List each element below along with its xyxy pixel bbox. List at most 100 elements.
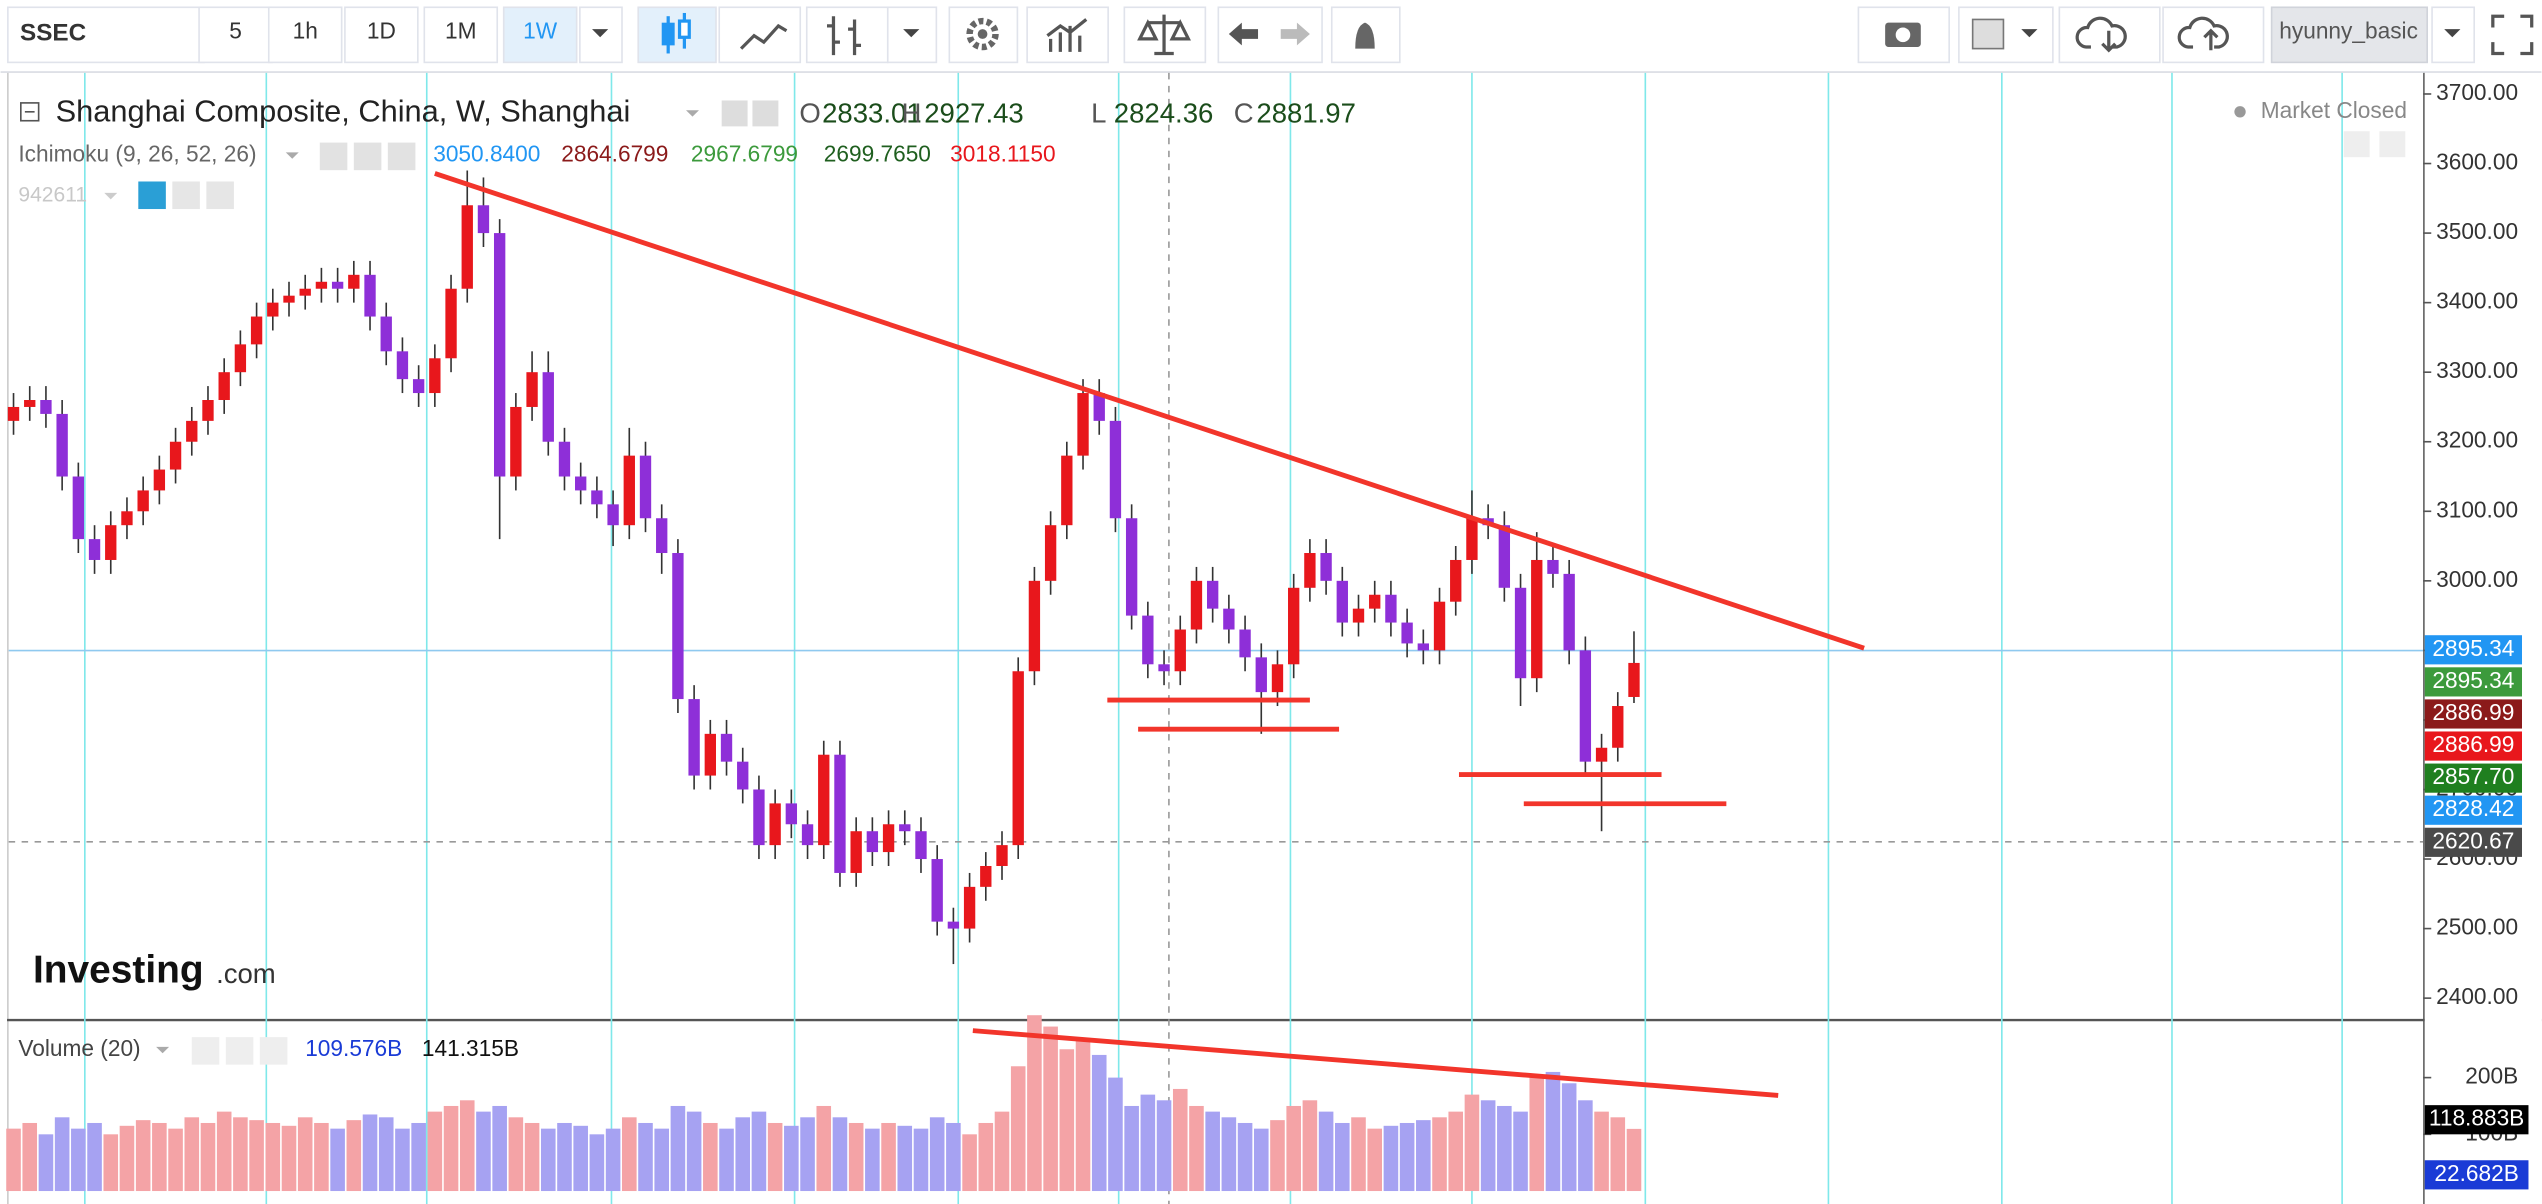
volume-bar (686, 1111, 702, 1192)
price-tag-text: 2828.42 (2432, 795, 2514, 821)
candle-body (785, 803, 798, 825)
volume-bar (1497, 1105, 1512, 1192)
volume-bar (929, 1117, 945, 1192)
volume-bar (22, 1122, 38, 1192)
volume-bar (119, 1125, 135, 1192)
eye-button[interactable] (721, 100, 748, 127)
price-tick-label: 3100.00 (2436, 496, 2518, 522)
interval-button[interactable] (198, 6, 273, 64)
interval-button[interactable] (502, 6, 578, 64)
volume-bar (524, 1122, 540, 1192)
interval-button[interactable] (344, 6, 419, 64)
candle-body (7, 406, 20, 421)
volume-bar (1351, 1117, 1366, 1192)
candle-body (40, 400, 52, 414)
collapse-icon[interactable] (20, 102, 40, 122)
candles-button[interactable] (637, 6, 717, 64)
symbol[interactable]: SSEC (20, 19, 86, 46)
volume-bar (200, 1122, 216, 1192)
settings-button[interactable] (752, 100, 779, 127)
candle-body (412, 379, 425, 394)
candle-body (575, 476, 587, 491)
price-tick-label: 3000.00 (2436, 566, 2518, 592)
eye-button[interactable] (191, 1037, 220, 1065)
scroll-button[interactable] (2379, 131, 2406, 158)
ohlc-value: 2824.36 (1114, 97, 1214, 128)
price-tag (2424, 763, 2522, 793)
volume-tag-text: 118.883B (2429, 1105, 2524, 1131)
price-tag-text: 2857.70 (2432, 763, 2514, 789)
candle-body (267, 302, 279, 317)
candle-body (1320, 553, 1332, 581)
volume-bar (1124, 1105, 1139, 1192)
volume-bar (411, 1122, 426, 1192)
candle-body (1433, 601, 1446, 651)
interval-label[interactable]: 1D (367, 17, 396, 43)
volume-bar (265, 1122, 281, 1192)
interval-label[interactable]: 1W (523, 17, 558, 43)
interval-label[interactable]: 5 (229, 17, 242, 43)
volume-bar (751, 1111, 767, 1192)
remove-button[interactable] (259, 1037, 288, 1065)
volume-bar (1513, 1111, 1528, 1192)
dropdown-arrow (104, 192, 118, 200)
price-tick-label: 3200.00 (2436, 427, 2518, 453)
candle-body (1093, 393, 1105, 421)
volume-bar (1383, 1125, 1399, 1192)
symbol-box[interactable] (7, 6, 205, 64)
candle-body (1336, 580, 1348, 623)
candle-body (737, 761, 749, 790)
candle-body (1271, 664, 1284, 693)
cloud-down-icon (2075, 16, 2127, 53)
candle-body (1044, 525, 1057, 581)
interval-label[interactable]: 1h (293, 17, 318, 43)
remove-button[interactable] (387, 142, 416, 171)
user-box[interactable] (2270, 6, 2429, 64)
candle-body (380, 316, 392, 352)
volume-bar (1529, 1077, 1545, 1192)
layout-icon (1971, 18, 2005, 50)
studies-button[interactable] (1026, 6, 1109, 64)
fullscreen-icon[interactable] (2491, 14, 2534, 56)
remove-button[interactable] (206, 181, 234, 210)
candle-body (866, 831, 879, 853)
settings-button[interactable] (225, 1037, 254, 1065)
volume-bar (1561, 1083, 1577, 1192)
dropdown-arrow (2444, 29, 2461, 38)
line-button[interactable] (718, 6, 802, 64)
volume-bar (249, 1120, 264, 1192)
watermark-suffix: .com (216, 958, 276, 989)
candle-body (1223, 608, 1235, 630)
indicator-id: 942611 (18, 184, 87, 207)
candle-body (980, 865, 992, 887)
candle-body (818, 754, 830, 846)
eye-button[interactable] (138, 181, 166, 210)
interval-label[interactable]: 1M (445, 17, 477, 43)
interval-button[interactable] (267, 6, 343, 64)
candle-body (656, 518, 668, 554)
drawings (434, 171, 1865, 1098)
volume-bar (362, 1114, 378, 1192)
candle-body (1417, 643, 1429, 651)
settings-button[interactable] (172, 181, 200, 210)
price-tag-text: 2886.99 (2432, 731, 2514, 757)
volume-bar (1578, 1100, 1593, 1192)
line-icon (739, 23, 788, 50)
settings-button[interactable] (353, 142, 382, 171)
price-tick-label: 2500.00 (2436, 914, 2518, 940)
indicator-button[interactable] (805, 6, 889, 64)
candle-body (850, 831, 862, 873)
scroll-button[interactable] (2343, 131, 2370, 158)
volume-value: 141.315B (422, 1035, 519, 1061)
eye-button[interactable] (319, 142, 348, 171)
watermark-brand: Investing (33, 949, 204, 992)
volume-tick-label: 200B (2465, 1063, 2518, 1089)
volume-bar (1399, 1122, 1415, 1192)
volume-bar (654, 1128, 669, 1192)
user-name[interactable]: hyunny_basic (2279, 17, 2418, 43)
volume-bar (1010, 1066, 1026, 1192)
volume-bar (476, 1111, 491, 1192)
interval-button[interactable] (423, 6, 499, 64)
volume-bar (897, 1125, 913, 1192)
candle-body (1401, 622, 1413, 644)
